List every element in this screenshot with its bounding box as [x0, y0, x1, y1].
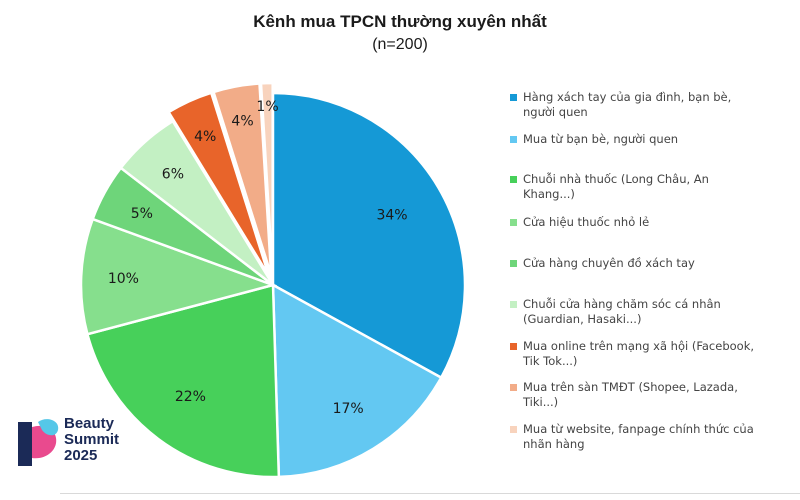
slice-data-label: 34% [376, 208, 407, 224]
legend-swatch [510, 343, 517, 350]
logo-mark-navy [18, 422, 32, 466]
legend-label-line: Khang...) [523, 187, 575, 201]
legend-label-line: Tik Tok...) [523, 354, 578, 368]
legend-swatch [510, 426, 517, 433]
slice-data-label: 4% [231, 113, 253, 129]
legend-swatch [510, 301, 517, 308]
pie-slice [79, 217, 278, 336]
chart-subtitle: (n=200) [372, 36, 428, 53]
legend-item: Mua trên sàn TMĐT (Shopee, Lazada, Tiki..… [510, 380, 785, 410]
pie-slice [166, 91, 271, 277]
legend-label-line: Chuỗi cửa hàng chăm sóc cá nhân [523, 297, 721, 311]
legend-label: Chuỗi nhà thuốc (Long Châu, An Khang...) [523, 172, 709, 202]
legend-label-line: Mua online trên mạng xã hội (Facebook, [523, 339, 755, 353]
legend-label-line: nhãn hàng [523, 437, 585, 451]
legend-label: Mua từ bạn bè, người quen [523, 132, 678, 147]
legend-label: Hàng xách tay của gia đình, bạn bè, người… [523, 90, 731, 120]
legend-label: Mua online trên mạng xã hội (Facebook, Ti… [523, 339, 754, 369]
pie-slice [211, 82, 273, 276]
legend-item: Mua online trên mạng xã hội (Facebook, Ti… [510, 339, 785, 369]
legend-swatch [510, 384, 517, 391]
slice-data-label: 17% [333, 401, 364, 417]
legend-item: Cửa hiệu thuốc nhỏ lẻ [510, 215, 785, 230]
slice-data-label: 10% [108, 271, 139, 287]
legend-label-line: người quen [523, 105, 588, 119]
pie-slice [271, 91, 467, 380]
logo-line-2: Summit [64, 431, 120, 448]
logo-mark-blue [38, 419, 59, 436]
legend-label-line: Mua trên sàn TMĐT (Shopee, Lazada, [523, 380, 738, 394]
slice-data-label: 1% [256, 99, 278, 115]
legend-label-line: Tiki...) [523, 395, 559, 409]
slice-data-label: 5% [131, 206, 153, 222]
pie-slice [119, 119, 275, 286]
legend-label: Mua trên sàn TMĐT (Shopee, Lazada, Tiki..… [523, 380, 738, 410]
pie-slice [271, 282, 443, 479]
legend-item: Hàng xách tay của gia đình, bạn bè, người… [510, 90, 785, 120]
chart-title: Kênh mua TPCN thường xuyên nhất [253, 12, 547, 31]
legend-swatch [510, 136, 517, 143]
legend-item: Chuỗi cửa hàng chăm sóc cá nhân (Guardian… [510, 297, 785, 327]
legend-swatch [510, 260, 517, 267]
legend-label-line: Cửa hàng chuyên đồ xách tay [523, 256, 695, 270]
legend-label-line: Cửa hiệu thuốc nhỏ lẻ [523, 215, 650, 229]
pie-slice [85, 283, 281, 479]
slice-data-label: 4% [194, 129, 216, 145]
legend-item: Cửa hàng chuyên đồ xách tay [510, 256, 785, 271]
beauty-summit-logo [18, 419, 59, 466]
legend-item: Mua từ website, fanpage chính thức của nh… [510, 422, 785, 452]
slice-data-label: 6% [162, 167, 184, 183]
legend-label-line: Mua từ bạn bè, người quen [523, 132, 679, 146]
legend-swatch [510, 176, 517, 183]
legend-label-line: Hàng xách tay của gia đình, bạn bè, [523, 90, 732, 104]
logo-line-1: Beauty [64, 415, 115, 432]
legend-label-line: Chuỗi nhà thuốc (Long Châu, An [523, 172, 709, 186]
legend-label-line: (Guardian, Hasaki...) [523, 312, 642, 326]
bottom-divider [60, 493, 800, 494]
logo-text: Beauty Summit 2025 [64, 416, 119, 464]
legend-label: Chuỗi cửa hàng chăm sóc cá nhân (Guardian… [523, 297, 721, 327]
logo-line-3: 2025 [64, 447, 98, 464]
legend-item: Mua từ bạn bè, người quen [510, 132, 785, 147]
legend-swatch [510, 219, 517, 226]
pie-slice [259, 81, 274, 276]
legend-label: Mua từ website, fanpage chính thức của nh… [523, 422, 754, 452]
legend-label-line: Mua từ website, fanpage chính thức của [523, 422, 754, 436]
legend-label: Cửa hiệu thuốc nhỏ lẻ [523, 215, 649, 230]
legend-label: Cửa hàng chuyên đồ xách tay [523, 256, 695, 271]
legend-item: Chuỗi nhà thuốc (Long Châu, An Khang...) [510, 172, 785, 202]
legend-swatch [510, 94, 517, 101]
slice-data-label: 22% [175, 389, 206, 405]
